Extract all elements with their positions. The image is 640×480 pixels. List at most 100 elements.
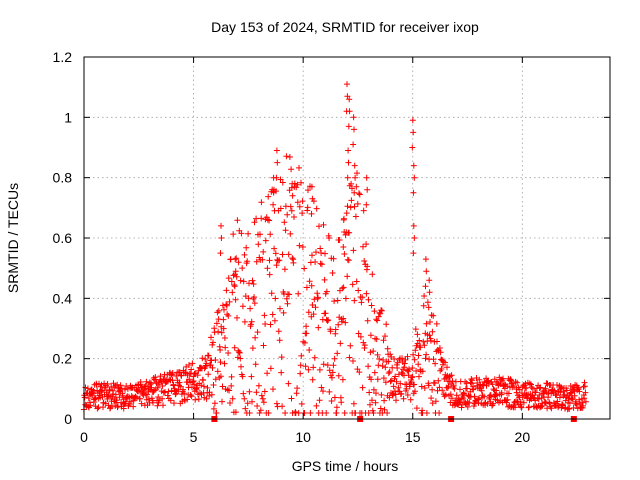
data-point — [296, 203, 303, 210]
data-point — [249, 398, 255, 405]
data-point — [330, 362, 337, 369]
data-point — [474, 380, 481, 386]
data-point — [412, 388, 418, 395]
data-point — [258, 199, 265, 206]
data-point — [143, 378, 150, 385]
data-point — [269, 311, 276, 318]
data-point — [308, 282, 315, 289]
data-point — [370, 348, 377, 355]
data-point — [262, 321, 269, 327]
data-point — [232, 296, 239, 303]
data-point — [84, 385, 91, 392]
data-point — [481, 393, 488, 400]
data-point — [305, 366, 312, 373]
data-point — [159, 395, 166, 402]
data-point — [287, 230, 294, 237]
data-point — [236, 349, 242, 356]
data-point — [313, 249, 319, 256]
data-point — [285, 380, 292, 387]
data-point — [505, 390, 512, 397]
data-point — [329, 270, 336, 276]
data-point — [423, 351, 430, 358]
data-point — [486, 392, 493, 399]
data-point — [313, 402, 320, 409]
data-point — [241, 395, 248, 402]
data-point — [387, 378, 394, 385]
data-point — [346, 229, 353, 236]
data-point — [253, 258, 260, 265]
data-point — [346, 354, 353, 361]
data-point — [104, 396, 111, 402]
data-point — [301, 410, 308, 416]
x-tick-label: 20 — [515, 429, 531, 445]
data-point — [253, 215, 260, 222]
data-point — [571, 392, 578, 399]
data-point — [250, 281, 257, 287]
data-point — [288, 207, 295, 214]
data-point — [215, 307, 222, 314]
data-point — [219, 383, 226, 390]
data-point — [453, 392, 460, 399]
data-point — [248, 318, 255, 325]
data-point — [367, 332, 374, 339]
data-point — [326, 388, 333, 395]
data-point — [429, 386, 436, 393]
data-point — [369, 271, 376, 278]
data-point — [221, 306, 227, 313]
data-point — [350, 114, 357, 121]
data-point — [410, 162, 417, 169]
data-point — [172, 391, 179, 398]
data-point — [380, 375, 387, 382]
data-point — [464, 403, 471, 410]
data-point — [320, 388, 326, 395]
data-point — [350, 141, 357, 148]
data-point — [344, 203, 351, 210]
data-point — [364, 263, 371, 270]
data-point — [567, 383, 574, 389]
data-point — [266, 271, 273, 278]
data-point — [291, 214, 297, 220]
data-point — [481, 378, 488, 385]
data-point — [415, 352, 422, 359]
data-point — [404, 392, 411, 398]
data-point — [351, 162, 358, 169]
data-point — [198, 382, 205, 389]
data-point — [409, 117, 416, 124]
data-point — [344, 81, 350, 88]
data-point — [254, 329, 261, 336]
data-point — [280, 309, 287, 316]
data-point — [223, 301, 230, 308]
data-point — [364, 186, 371, 193]
data-point — [221, 335, 228, 341]
data-point — [228, 373, 235, 380]
data-point — [382, 333, 388, 340]
data-point — [411, 174, 418, 181]
data-point — [241, 318, 248, 325]
data-point — [312, 304, 319, 311]
data-point — [118, 385, 125, 392]
data-point — [173, 373, 180, 379]
data-point — [559, 401, 565, 408]
data-point — [449, 378, 456, 385]
data-point — [238, 363, 244, 370]
data-point — [203, 395, 210, 402]
data-point — [432, 398, 439, 405]
data-point — [321, 276, 328, 283]
data-point — [371, 308, 378, 315]
data-point — [469, 377, 476, 384]
data-point — [223, 287, 230, 294]
data-point — [335, 372, 342, 379]
data-point — [400, 395, 407, 402]
data-point — [211, 400, 218, 407]
data-point — [119, 392, 126, 399]
data-point — [413, 405, 420, 412]
data-point — [566, 405, 573, 412]
data-point — [104, 381, 111, 387]
x-axis-label: GPS time / hours — [292, 458, 399, 474]
data-point — [339, 285, 346, 292]
data-point — [212, 357, 219, 363]
data-point — [330, 255, 337, 262]
data-point — [144, 391, 151, 398]
data-point — [428, 395, 435, 402]
y-tick-label: 0.6 — [53, 230, 73, 246]
